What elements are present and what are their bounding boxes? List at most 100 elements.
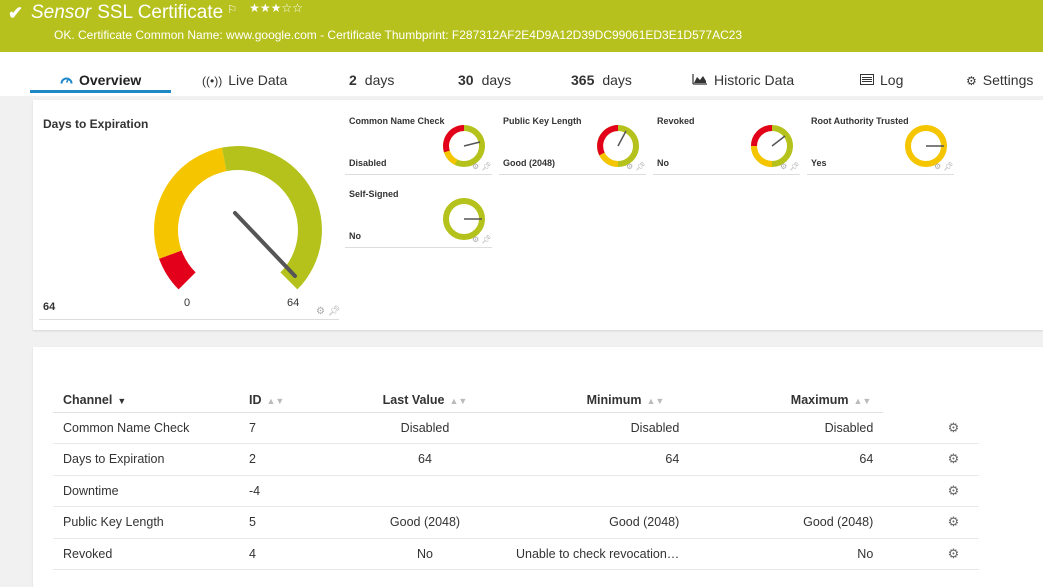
table-row[interactable]: Days to Expiration 2 64 64 64 ⚙: [53, 443, 980, 476]
channel-settings-icon[interactable]: ⚙: [883, 443, 980, 476]
tab-30-days-num: 30: [458, 72, 474, 88]
tab-settings-label: Settings: [982, 72, 1034, 88]
sort-icon: ▲▼: [853, 395, 872, 406]
cell-last-value: Good (2048): [344, 506, 506, 539]
cell-channel[interactable]: Public Key Length: [53, 506, 239, 539]
column-id[interactable]: ID ▲▼: [239, 388, 344, 413]
tab-historic-data[interactable]: Historic Data: [692, 72, 794, 88]
gauge-self-signed[interactable]: Self-Signed No ⚙ 📌︎: [345, 173, 492, 248]
sort-desc-icon: ▼: [117, 395, 127, 406]
gauge-tools[interactable]: ⚙ 📌︎: [472, 235, 492, 244]
list-icon: [860, 74, 874, 88]
cell-maximum: 64: [689, 443, 884, 476]
divider: [807, 174, 954, 175]
tab-2-days[interactable]: 2 days: [349, 72, 394, 88]
tab-365-days-unit: days: [602, 72, 632, 88]
gauge-tools[interactable]: ⚙ 📌︎: [780, 162, 800, 171]
area-chart-icon: [692, 73, 708, 88]
gauge-title: Revoked: [657, 116, 695, 126]
tab-30-days[interactable]: 30 days: [458, 72, 511, 88]
tab-settings[interactable]: ⚙ Settings: [966, 72, 1033, 88]
table-row[interactable]: Common Name Check 7 Disabled Disabled Di…: [53, 412, 980, 444]
table-header-row: Channel ▼ ID ▲▼ Last Value ▲▼ Minimum ▲▼ Max…: [53, 388, 979, 413]
big-gauge-value: 64: [43, 301, 56, 313]
status-message: OK. Certificate Common Name: www.google.…: [54, 28, 743, 42]
gauge-icon: [60, 74, 73, 88]
gauge-tools[interactable]: ⚙ 📌︎: [316, 306, 340, 317]
gauge-common-name-check[interactable]: Common Name Check Disabled ⚙ 📌︎: [345, 100, 492, 175]
gauge-tools[interactable]: ⚙ 📌︎: [934, 162, 954, 171]
sensor-title: ✔ Sensor SSL Certificate ⚐ ★★★☆☆: [8, 1, 303, 24]
gauge-value: Good (2048): [503, 158, 556, 168]
cell-channel[interactable]: Days to Expiration: [53, 443, 239, 476]
pin-icon[interactable]: 📌︎: [327, 306, 341, 317]
channel-settings-icon[interactable]: ⚙: [883, 412, 980, 444]
divider: [345, 247, 492, 248]
cell-channel[interactable]: Downtime: [53, 475, 239, 507]
channel-settings-icon[interactable]: ⚙: [883, 538, 980, 570]
tab-overview[interactable]: Overview: [60, 72, 141, 88]
gauge-value: Yes: [811, 158, 827, 168]
column-minimum[interactable]: Minimum ▲▼: [506, 388, 690, 413]
gear-icon[interactable]: ⚙: [316, 306, 325, 317]
tab-bar: Overview ((•)) Live Data 2 days 30 days …: [0, 52, 1043, 96]
cell-id: 4: [239, 538, 344, 570]
sort-icon: ▲▼: [266, 395, 285, 406]
sensor-name[interactable]: SSL Certificate: [97, 2, 224, 23]
column-minimum-label: Minimum: [586, 392, 642, 407]
cell-minimum: Good (2048): [506, 506, 690, 539]
sort-icon: ▲▼: [646, 395, 665, 406]
sensor-header: ✔ Sensor SSL Certificate ⚐ ★★★☆☆ OK. Cer…: [0, 0, 1043, 52]
big-gauge-title: Days to Expiration: [43, 117, 149, 131]
cell-channel[interactable]: Revoked: [53, 538, 239, 570]
cell-minimum: Unable to check revocation…: [506, 538, 690, 570]
channels-table: Channel ▼ ID ▲▼ Last Value ▲▼ Minimum ▲▼ Max…: [53, 388, 980, 570]
cell-last-value: [344, 475, 506, 507]
active-tab-indicator: [30, 90, 171, 93]
sensor-kind: Sensor: [31, 2, 92, 23]
gauge-title: Common Name Check: [349, 116, 445, 126]
cell-id: -4: [239, 475, 344, 507]
gauges-panel: Days to Expiration 64 0 64 ⚙ 📌︎ Common N…: [33, 100, 1043, 330]
gauge-title: Root Authority Trusted: [811, 116, 909, 126]
table-row[interactable]: Downtime -4 ⚙: [53, 475, 980, 507]
tab-log-label: Log: [880, 72, 904, 88]
channel-settings-icon[interactable]: ⚙: [883, 506, 980, 539]
gauge-tools[interactable]: ⚙ 📌︎: [472, 162, 492, 171]
cell-minimum: [506, 475, 690, 507]
cell-minimum: Disabled: [506, 412, 690, 444]
cell-maximum: Disabled: [689, 412, 884, 444]
cell-maximum: No: [689, 538, 884, 570]
channel-settings-icon[interactable]: ⚙: [883, 475, 980, 507]
divider: [499, 174, 646, 175]
broadcast-icon: ((•)): [202, 74, 223, 88]
gauge-root-authority-trusted[interactable]: Root Authority Trusted Yes ⚙ 📌︎: [807, 100, 954, 175]
cell-id: 5: [239, 506, 344, 539]
cell-id: 7: [239, 412, 344, 444]
cell-last-value: 64: [344, 443, 506, 476]
cell-id: 2: [239, 443, 344, 476]
tab-historic-data-label: Historic Data: [714, 72, 795, 88]
table-row[interactable]: Public Key Length 5 Good (2048) Good (20…: [53, 506, 980, 539]
tab-log[interactable]: Log: [860, 72, 903, 88]
mini-gauge-dial: [597, 125, 639, 167]
column-last-value[interactable]: Last Value ▲▼: [344, 388, 506, 413]
cell-channel[interactable]: Common Name Check: [53, 412, 239, 444]
cell-minimum: 64: [506, 443, 690, 476]
priority-stars[interactable]: ★★★☆☆: [249, 1, 303, 15]
table-row[interactable]: Revoked 4 No Unable to check revocation……: [53, 538, 980, 570]
column-last-value-label: Last Value: [382, 392, 445, 407]
gauge-public-key-length[interactable]: Public Key Length Good (2048) ⚙ 📌︎: [499, 100, 646, 175]
column-channel[interactable]: Channel ▼: [53, 388, 239, 413]
days-to-expiration-gauge[interactable]: [153, 130, 333, 295]
cell-maximum: Good (2048): [689, 506, 884, 539]
tab-live-data[interactable]: ((•)) Live Data: [202, 72, 287, 88]
tab-overview-label: Overview: [79, 72, 142, 88]
tab-365-days[interactable]: 365 days: [571, 72, 632, 88]
gauge-revoked[interactable]: Revoked No ⚙ 📌︎: [653, 100, 800, 175]
column-maximum[interactable]: Maximum ▲▼: [689, 388, 884, 413]
flag-icon[interactable]: ⚐: [227, 3, 238, 16]
divider: [39, 319, 339, 320]
gauge-tools[interactable]: ⚙ 📌︎: [626, 162, 646, 171]
cell-last-value: Disabled: [344, 412, 506, 444]
